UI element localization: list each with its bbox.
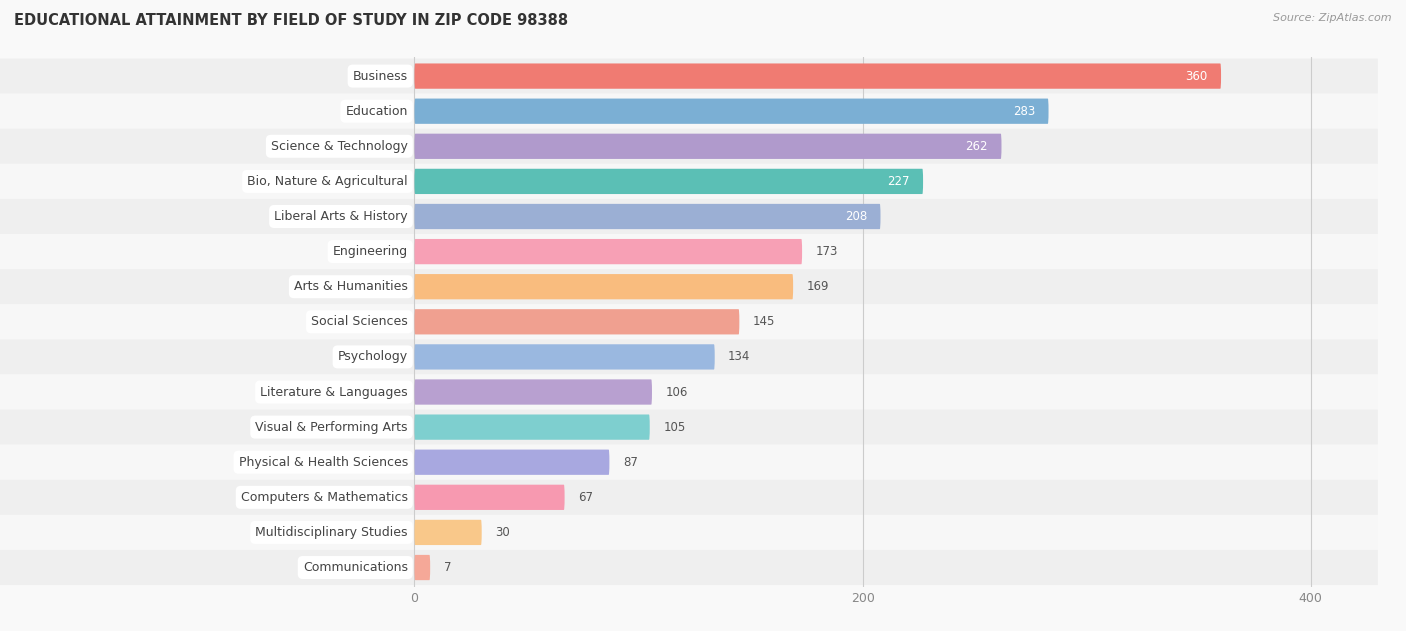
Text: 262: 262 bbox=[966, 140, 988, 153]
FancyBboxPatch shape bbox=[415, 64, 1220, 89]
Text: 283: 283 bbox=[1012, 105, 1035, 118]
Text: Business: Business bbox=[353, 69, 408, 83]
FancyBboxPatch shape bbox=[0, 234, 1378, 269]
FancyBboxPatch shape bbox=[0, 199, 1378, 234]
FancyBboxPatch shape bbox=[0, 93, 1378, 129]
FancyBboxPatch shape bbox=[415, 168, 924, 194]
FancyBboxPatch shape bbox=[0, 515, 1378, 550]
FancyBboxPatch shape bbox=[0, 164, 1378, 199]
FancyBboxPatch shape bbox=[0, 269, 1378, 304]
FancyBboxPatch shape bbox=[415, 204, 880, 229]
Text: Communications: Communications bbox=[302, 561, 408, 574]
FancyBboxPatch shape bbox=[415, 274, 793, 299]
Text: 173: 173 bbox=[815, 245, 838, 258]
Text: Source: ZipAtlas.com: Source: ZipAtlas.com bbox=[1274, 13, 1392, 23]
FancyBboxPatch shape bbox=[415, 449, 609, 475]
FancyBboxPatch shape bbox=[415, 520, 482, 545]
Text: Bio, Nature & Agricultural: Bio, Nature & Agricultural bbox=[247, 175, 408, 188]
FancyBboxPatch shape bbox=[0, 304, 1378, 339]
FancyBboxPatch shape bbox=[0, 480, 1378, 515]
Text: 87: 87 bbox=[623, 456, 638, 469]
FancyBboxPatch shape bbox=[415, 98, 1049, 124]
FancyBboxPatch shape bbox=[0, 129, 1378, 164]
Text: Engineering: Engineering bbox=[333, 245, 408, 258]
Text: 227: 227 bbox=[887, 175, 910, 188]
FancyBboxPatch shape bbox=[415, 379, 652, 404]
FancyBboxPatch shape bbox=[0, 550, 1378, 585]
Text: Visual & Performing Arts: Visual & Performing Arts bbox=[256, 421, 408, 433]
Text: Social Sciences: Social Sciences bbox=[311, 316, 408, 328]
FancyBboxPatch shape bbox=[415, 239, 801, 264]
FancyBboxPatch shape bbox=[415, 134, 1001, 159]
Text: 134: 134 bbox=[728, 350, 751, 363]
Text: 208: 208 bbox=[845, 210, 868, 223]
FancyBboxPatch shape bbox=[0, 410, 1378, 445]
Text: Computers & Mathematics: Computers & Mathematics bbox=[240, 491, 408, 504]
FancyBboxPatch shape bbox=[415, 345, 714, 370]
Text: 105: 105 bbox=[664, 421, 685, 433]
Text: Psychology: Psychology bbox=[337, 350, 408, 363]
FancyBboxPatch shape bbox=[0, 59, 1378, 93]
FancyBboxPatch shape bbox=[415, 485, 565, 510]
Text: Liberal Arts & History: Liberal Arts & History bbox=[274, 210, 408, 223]
Text: EDUCATIONAL ATTAINMENT BY FIELD OF STUDY IN ZIP CODE 98388: EDUCATIONAL ATTAINMENT BY FIELD OF STUDY… bbox=[14, 13, 568, 28]
Text: 169: 169 bbox=[807, 280, 830, 293]
FancyBboxPatch shape bbox=[415, 555, 430, 580]
FancyBboxPatch shape bbox=[415, 309, 740, 334]
FancyBboxPatch shape bbox=[0, 445, 1378, 480]
Text: Education: Education bbox=[346, 105, 408, 118]
Text: Multidisciplinary Studies: Multidisciplinary Studies bbox=[256, 526, 408, 539]
Text: Literature & Languages: Literature & Languages bbox=[260, 386, 408, 399]
Text: 145: 145 bbox=[752, 316, 775, 328]
Text: Arts & Humanities: Arts & Humanities bbox=[294, 280, 408, 293]
FancyBboxPatch shape bbox=[0, 374, 1378, 410]
Text: 7: 7 bbox=[444, 561, 451, 574]
Text: 360: 360 bbox=[1185, 69, 1208, 83]
Text: 106: 106 bbox=[665, 386, 688, 399]
FancyBboxPatch shape bbox=[0, 339, 1378, 374]
Text: 30: 30 bbox=[495, 526, 510, 539]
Text: Physical & Health Sciences: Physical & Health Sciences bbox=[239, 456, 408, 469]
Text: Science & Technology: Science & Technology bbox=[271, 140, 408, 153]
Text: 67: 67 bbox=[578, 491, 593, 504]
FancyBboxPatch shape bbox=[415, 415, 650, 440]
